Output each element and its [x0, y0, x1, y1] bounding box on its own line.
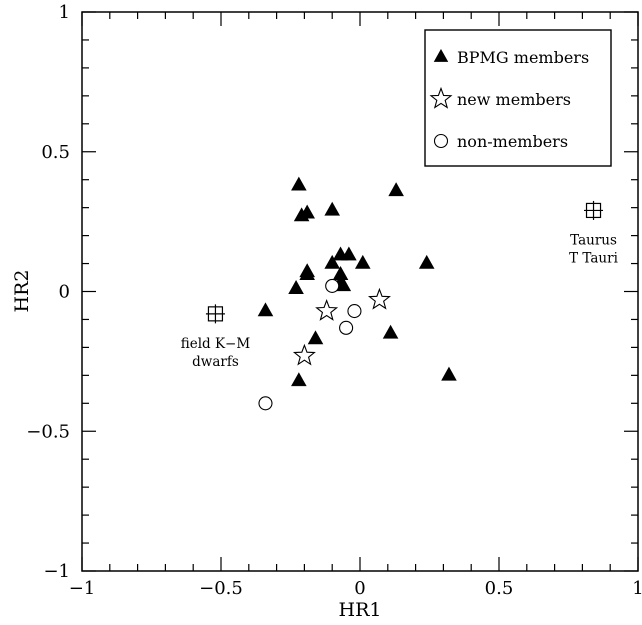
bpmg-member-point	[382, 324, 399, 339]
bpmg-member-point	[324, 201, 340, 216]
reference-label: T Tauri	[569, 250, 618, 266]
non-member-point	[347, 304, 362, 319]
bpmg-member-point	[288, 280, 304, 294]
bpmg-member-point	[418, 254, 435, 269]
x-tick-label: −1	[69, 578, 96, 599]
bpmg-member-point	[324, 254, 340, 269]
bpmg-member-point	[299, 266, 315, 280]
bpmg-member-point	[291, 372, 307, 387]
legend-marker-circle	[433, 133, 449, 149]
bpmg-member-point	[388, 182, 404, 197]
x-axis-label: HR1	[339, 599, 382, 621]
bpmg-member-point	[307, 330, 324, 345]
y-tick-label: −0.5	[26, 421, 70, 442]
legend-marker-star	[429, 86, 453, 109]
reference-label: dwarfs	[192, 354, 239, 370]
data-markers	[257, 176, 457, 411]
reference-marker	[584, 200, 604, 220]
legend-label: non-members	[457, 132, 568, 151]
bpmg-member-point	[291, 176, 307, 191]
bpmg-member-point	[354, 254, 371, 269]
non-member-point	[339, 320, 354, 335]
x-tick-label: 0	[354, 578, 365, 599]
legend: BPMG members new members non-members	[424, 29, 612, 167]
axis-tick-labels: −1 −0.5 0 0.5 1 −1 −0.5 0 0.5 1	[26, 2, 642, 599]
x-tick-label: −0.5	[199, 578, 243, 599]
y-tick-label: −1	[43, 561, 70, 582]
y-tick-label: 1	[59, 2, 70, 23]
bpmg-member-point	[257, 302, 274, 317]
bpmg-member-point	[441, 366, 457, 381]
reference-label: field K−M	[181, 336, 251, 352]
bpmg-member-point	[299, 204, 315, 219]
non-member-point	[325, 278, 340, 293]
new-member-point	[292, 343, 316, 366]
reference-point-annotations: field K−M dwarfs Taurus T Tauri	[181, 200, 619, 370]
reference-label: Taurus	[570, 232, 617, 248]
non-member-point	[258, 396, 273, 411]
legend-box	[424, 29, 612, 167]
x-tick-label: 1	[632, 578, 642, 599]
legend-marker-triangle	[433, 48, 449, 62]
y-axis-label: HR2	[11, 270, 33, 313]
legend-label: new members	[457, 90, 571, 109]
bpmg-member-point	[335, 277, 352, 292]
y-tick-label: 0.5	[41, 142, 70, 163]
legend-items: BPMG members new members non-members	[429, 48, 589, 151]
axis-ticks	[81, 11, 639, 572]
y-tick-label: 0	[59, 282, 70, 303]
bpmg-member-point	[341, 246, 357, 261]
new-member-point	[367, 287, 391, 310]
legend-label: BPMG members	[457, 48, 589, 67]
new-member-point	[315, 298, 339, 321]
x-tick-label: 0.5	[485, 578, 514, 599]
reference-marker	[205, 304, 225, 324]
